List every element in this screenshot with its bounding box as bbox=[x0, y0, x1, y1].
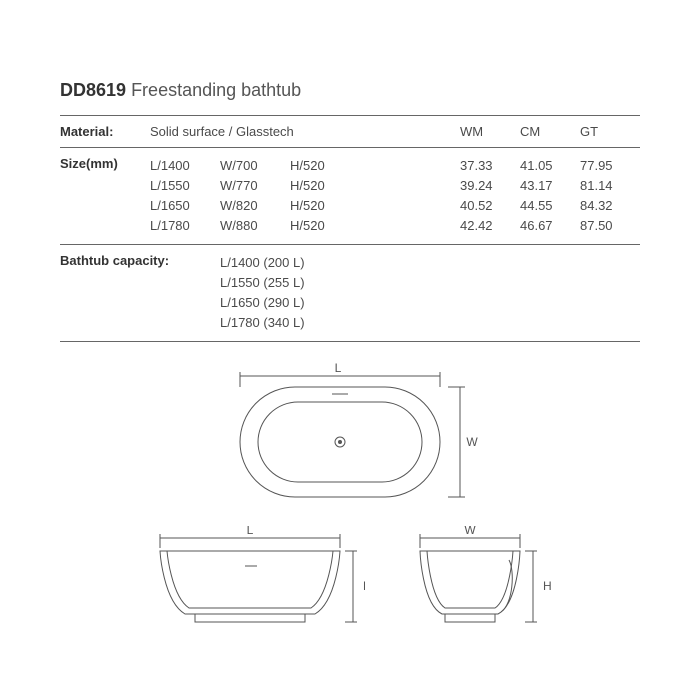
cell: 87.50 bbox=[580, 216, 630, 236]
cell: L/1400 bbox=[150, 156, 220, 176]
cell: L/1650 (290 L) bbox=[220, 293, 305, 313]
col-header-wm: WM bbox=[460, 124, 510, 139]
cell: 39.24 bbox=[460, 176, 510, 196]
cell: W/770 bbox=[220, 176, 290, 196]
product-name: Freestanding bathtub bbox=[131, 80, 301, 100]
capacity-row: Bathtub capacity: L/1400 (200 L) L/1550 … bbox=[60, 245, 640, 341]
size-col-l: L/1400 L/1550 L/1650 L/1780 bbox=[150, 156, 220, 236]
cell: L/1400 (200 L) bbox=[220, 253, 305, 273]
col-cm: 41.05 43.17 44.55 46.67 bbox=[520, 156, 570, 236]
cell: 46.67 bbox=[520, 216, 570, 236]
cell: 44.55 bbox=[520, 196, 570, 216]
dim-label-l2: L bbox=[247, 526, 254, 537]
col-wm: 37.33 39.24 40.52 42.42 bbox=[460, 156, 510, 236]
material-value: Solid surface / Glasstech bbox=[150, 124, 460, 139]
cell: W/880 bbox=[220, 216, 290, 236]
cell: 41.05 bbox=[520, 156, 570, 176]
cell: 81.14 bbox=[580, 176, 630, 196]
cell: H/520 bbox=[290, 176, 360, 196]
col-gt: 77.95 81.14 84.32 87.50 bbox=[580, 156, 630, 236]
size-col-w: W/700 W/770 W/820 W/880 bbox=[220, 156, 290, 236]
cell: 42.42 bbox=[460, 216, 510, 236]
cell: 77.95 bbox=[580, 156, 630, 176]
cell: L/1650 bbox=[150, 196, 220, 216]
col-header-cm: CM bbox=[520, 124, 570, 139]
diagram-top-view: L W bbox=[220, 362, 480, 512]
material-row: Material: Solid surface / Glasstech WM C… bbox=[60, 116, 640, 147]
dim-label-w2: W bbox=[464, 526, 476, 537]
material-label: Material: bbox=[60, 124, 150, 139]
cell: 84.32 bbox=[580, 196, 630, 216]
cell: L/1550 (255 L) bbox=[220, 273, 305, 293]
divider bbox=[60, 341, 640, 342]
size-block: Size(mm) L/1400 L/1550 L/1650 L/1780 W/7… bbox=[60, 148, 640, 244]
diagram-end-view: W H bbox=[405, 526, 555, 636]
price-values: 37.33 39.24 40.52 42.42 41.05 43.17 44.5… bbox=[460, 156, 640, 236]
diagram-side-view: L H bbox=[145, 526, 365, 636]
cell: 40.52 bbox=[460, 196, 510, 216]
cell: W/700 bbox=[220, 156, 290, 176]
cell: 37.33 bbox=[460, 156, 510, 176]
diagram-bottom-row: L H bbox=[145, 526, 555, 636]
cell: 43.17 bbox=[520, 176, 570, 196]
cell: L/1780 (340 L) bbox=[220, 313, 305, 333]
dim-label-h: H bbox=[363, 579, 365, 593]
product-code: DD8619 bbox=[60, 80, 126, 100]
cell: H/520 bbox=[290, 216, 360, 236]
cell: W/820 bbox=[220, 196, 290, 216]
price-headers: WM CM GT bbox=[460, 124, 640, 139]
dim-label-w: W bbox=[466, 435, 478, 449]
size-col-h: H/520 H/520 H/520 H/520 bbox=[290, 156, 360, 236]
cell: H/520 bbox=[290, 156, 360, 176]
diagram-area: L W L bbox=[60, 362, 640, 636]
dim-label-h2: H bbox=[543, 579, 552, 593]
capacity-list: L/1400 (200 L) L/1550 (255 L) L/1650 (29… bbox=[220, 253, 305, 333]
product-title: DD8619 Freestanding bathtub bbox=[60, 80, 640, 101]
capacity-label: Bathtub capacity: bbox=[60, 253, 220, 333]
size-dims: L/1400 L/1550 L/1650 L/1780 W/700 W/770 … bbox=[150, 156, 460, 236]
size-label: Size(mm) bbox=[60, 156, 150, 236]
cell: H/520 bbox=[290, 196, 360, 216]
cell: L/1550 bbox=[150, 176, 220, 196]
cell: L/1780 bbox=[150, 216, 220, 236]
col-header-gt: GT bbox=[580, 124, 630, 139]
dim-label-l: L bbox=[335, 362, 342, 375]
